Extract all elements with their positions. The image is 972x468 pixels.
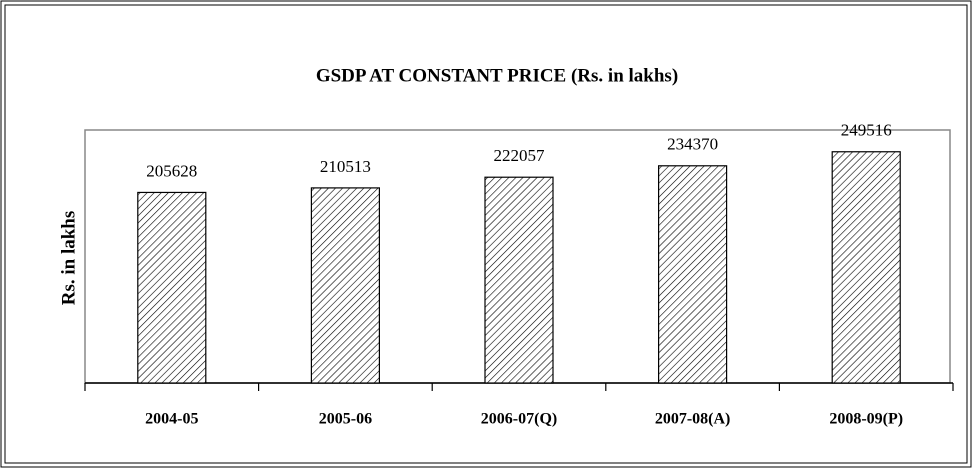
value-label: 234370: [667, 135, 718, 154]
bar: [137, 191, 207, 384]
bar: [831, 151, 901, 384]
value-label: 205628: [146, 161, 197, 180]
x-tick-label: 2007-08(A): [655, 411, 731, 428]
chart-title: GSDP AT CONSTANT PRICE (Rs. in lakhs): [316, 65, 678, 86]
x-tick-label: 2006-07(Q): [481, 411, 557, 428]
x-tick-label: 2004-05: [145, 411, 198, 428]
x-tick-label: 2008-09(P): [829, 411, 903, 428]
bar: [657, 165, 728, 384]
value-label: 210513: [320, 157, 371, 176]
value-label: 249516: [841, 121, 892, 140]
y-axis-label: Rs. in lakhs: [58, 211, 79, 306]
bar: [484, 176, 554, 384]
x-tick-label: 2005-06: [319, 411, 372, 428]
inner-frame: [4, 4, 968, 464]
value-label: 222057: [494, 146, 546, 165]
bar: [310, 187, 380, 384]
